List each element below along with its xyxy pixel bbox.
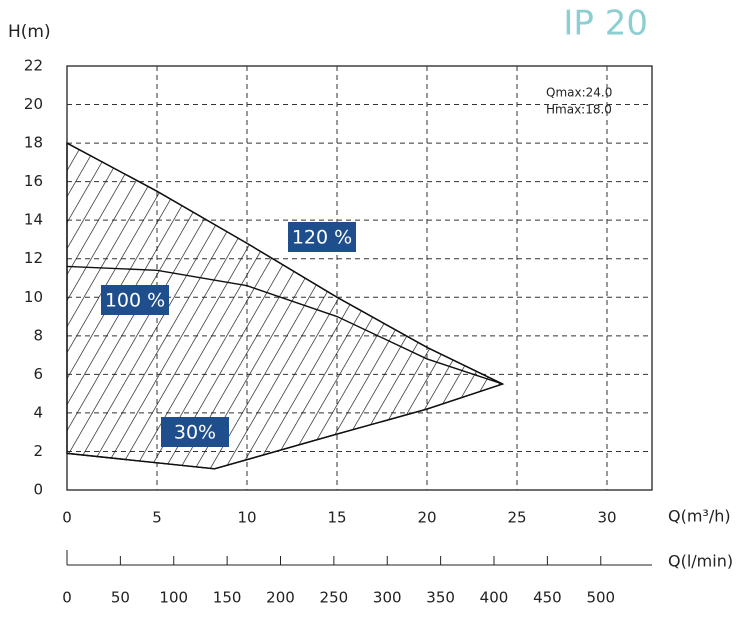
- annotation: Hmax:18.0: [546, 103, 612, 117]
- x2-tick-label: 50: [111, 589, 130, 607]
- x2-tick-label: 400: [480, 589, 509, 607]
- x2-tick-label: 100: [159, 589, 188, 607]
- x2-axis-label: Q(l/min): [668, 552, 733, 571]
- x2-tick-label: 300: [373, 589, 402, 607]
- curve: [66, 265, 503, 385]
- x-axis-label: Q(m³/h): [668, 507, 731, 526]
- y-tick-label: 18: [24, 134, 43, 152]
- annotation: Qmax:24.0: [546, 86, 612, 100]
- y-tick-label: 22: [24, 57, 43, 75]
- curve: [66, 142, 503, 385]
- x2-tick-label: 0: [62, 589, 72, 607]
- label-box: [161, 417, 229, 447]
- x-tick-label: 5: [152, 509, 162, 527]
- x-tick-label: 0: [62, 509, 72, 527]
- y-tick-label: 14: [24, 211, 43, 229]
- x-tick-label: 25: [507, 509, 526, 527]
- curve: [66, 383, 503, 470]
- curve-label: 100 %: [101, 285, 169, 315]
- y-tick-label: 2: [33, 442, 43, 460]
- y-tick-label: 4: [33, 403, 43, 421]
- chart-title: IP 20: [563, 4, 648, 44]
- x2-tick-label: 200: [266, 589, 295, 607]
- y-tick-label: 12: [24, 249, 43, 267]
- y-tick-label: 16: [24, 172, 43, 190]
- y-tick-label: 8: [33, 326, 43, 344]
- curve-label: 120 %: [288, 222, 356, 252]
- x-tick-label: 30: [597, 509, 616, 527]
- y-tick-label: 0: [33, 481, 43, 499]
- y-tick-label: 6: [33, 365, 43, 383]
- x2-tick-label: 350: [426, 589, 455, 607]
- x-tick-label: 10: [237, 509, 256, 527]
- series-label: 100 %: [105, 290, 165, 312]
- x2-tick-label: 450: [533, 589, 562, 607]
- y-axis-label: H(m): [8, 22, 51, 42]
- x2-tick-label: 150: [213, 589, 242, 607]
- x-tick-label: 20: [417, 509, 436, 527]
- curve-label: 30%: [161, 417, 229, 447]
- y-tick-label: 10: [24, 288, 43, 306]
- x2-tick-label: 250: [320, 589, 349, 607]
- x2-tick-label: 500: [586, 589, 615, 607]
- series-label: 30%: [174, 422, 216, 444]
- y-tick-label: 20: [24, 95, 43, 113]
- x-tick-label: 15: [327, 509, 346, 527]
- series-label: 120 %: [292, 227, 352, 249]
- label-box: [101, 285, 169, 315]
- label-box: [288, 222, 356, 252]
